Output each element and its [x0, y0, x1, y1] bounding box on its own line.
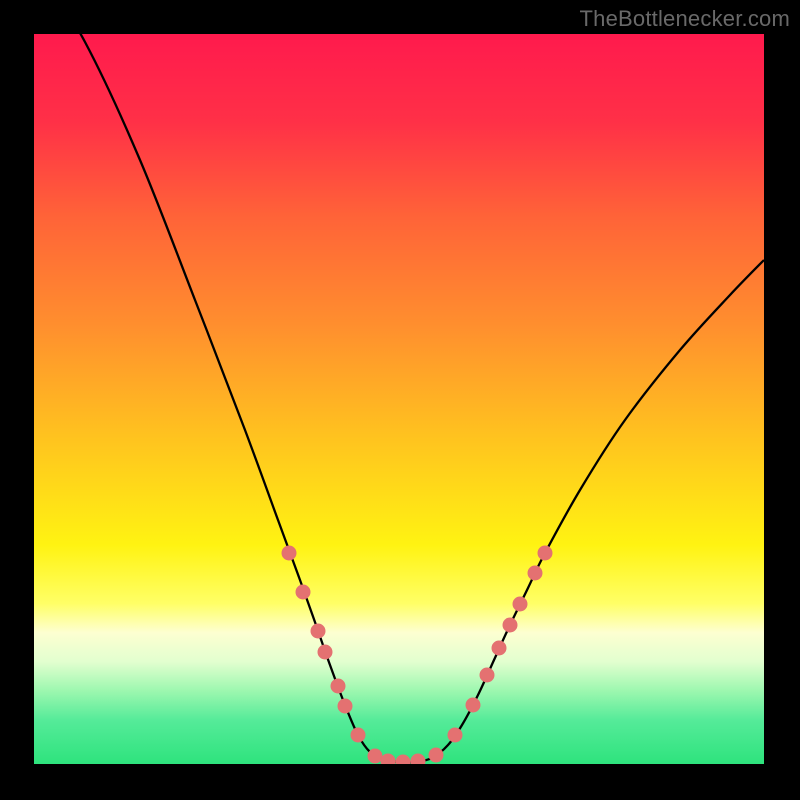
marker-dot — [331, 679, 345, 693]
marker-dot — [429, 748, 443, 762]
marker-dot — [448, 728, 462, 742]
marker-dot — [503, 618, 517, 632]
marker-dot — [513, 597, 527, 611]
marker-dot — [282, 546, 296, 560]
marker-dot — [318, 645, 332, 659]
watermark-text: TheBottlenecker.com — [580, 6, 790, 32]
marker-dot — [396, 755, 410, 769]
marker-dot — [411, 754, 425, 768]
chart-container: TheBottlenecker.com — [0, 0, 800, 800]
marker-dot — [381, 754, 395, 768]
marker-dot — [338, 699, 352, 713]
marker-dot — [538, 546, 552, 560]
marker-dot — [368, 749, 382, 763]
marker-dot — [351, 728, 365, 742]
marker-dot — [528, 566, 542, 580]
marker-dot — [480, 668, 494, 682]
marker-dot — [311, 624, 325, 638]
marker-dot — [296, 585, 310, 599]
marker-dot — [492, 641, 506, 655]
bottleneck-curve — [34, 0, 764, 762]
curve-overlay — [0, 0, 800, 800]
marker-dot — [466, 698, 480, 712]
